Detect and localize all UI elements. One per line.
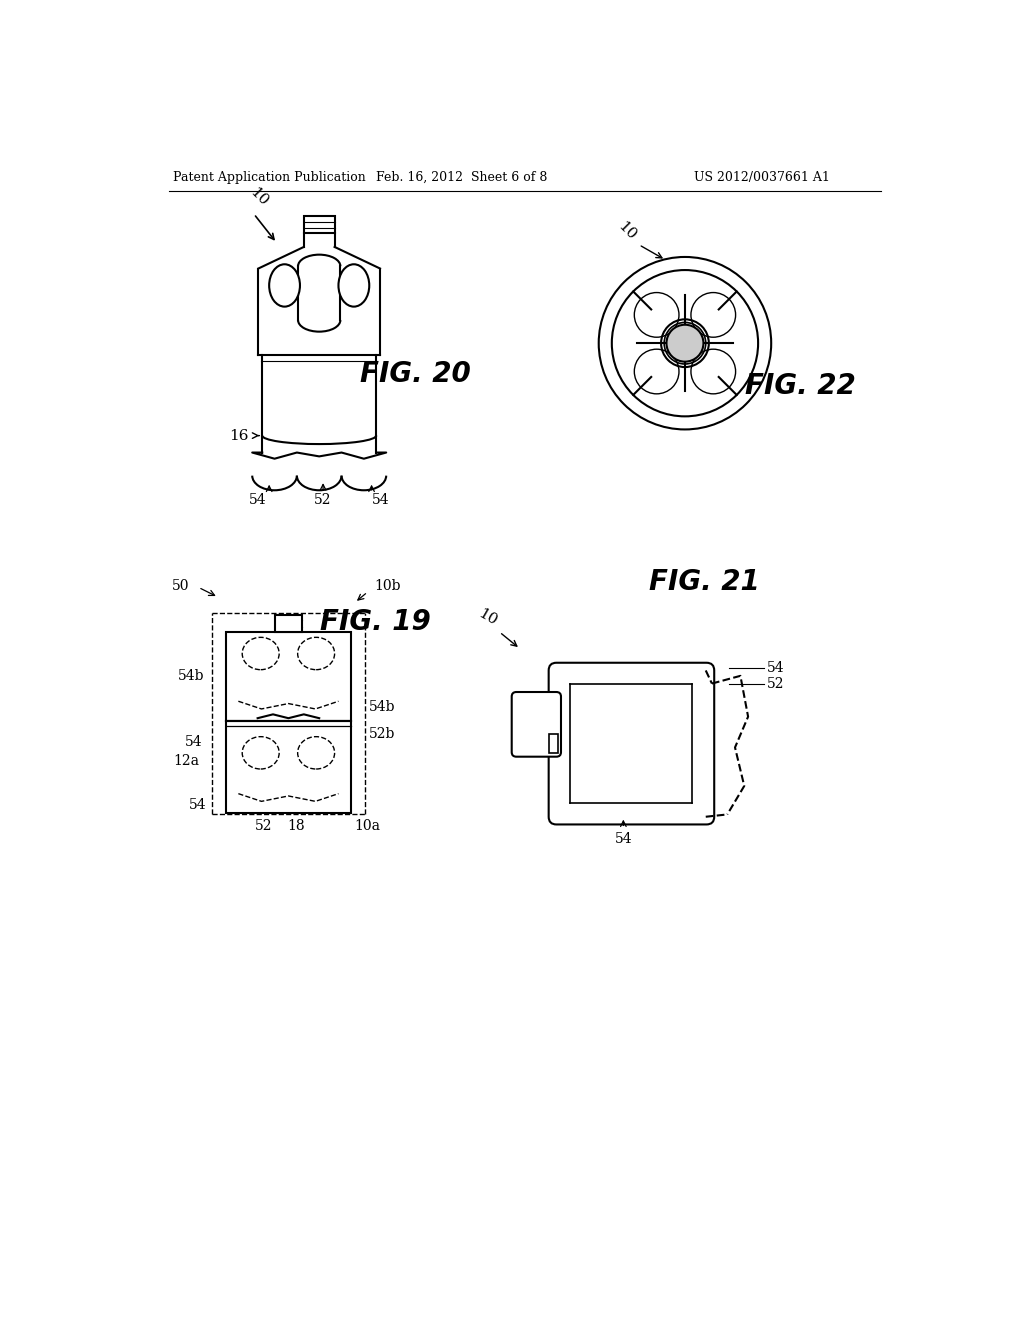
Text: FIG. 22: FIG. 22 bbox=[745, 371, 856, 400]
FancyBboxPatch shape bbox=[226, 632, 351, 721]
Text: 54: 54 bbox=[189, 799, 207, 812]
Text: 10: 10 bbox=[475, 606, 499, 628]
Text: 52b: 52b bbox=[369, 727, 395, 742]
Text: 50: 50 bbox=[172, 578, 189, 593]
Text: 16: 16 bbox=[229, 429, 249, 442]
Text: Feb. 16, 2012  Sheet 6 of 8: Feb. 16, 2012 Sheet 6 of 8 bbox=[376, 172, 548, 185]
Text: FIG. 21: FIG. 21 bbox=[649, 568, 760, 595]
Text: 54: 54 bbox=[249, 494, 266, 507]
Text: 10: 10 bbox=[248, 185, 271, 209]
Text: 10b: 10b bbox=[374, 578, 400, 593]
FancyBboxPatch shape bbox=[549, 663, 714, 825]
Ellipse shape bbox=[269, 264, 300, 306]
FancyBboxPatch shape bbox=[226, 721, 351, 813]
Text: FIG. 20: FIG. 20 bbox=[360, 360, 471, 388]
Text: FIG. 19: FIG. 19 bbox=[321, 609, 431, 636]
Ellipse shape bbox=[339, 264, 370, 306]
Text: 10a: 10a bbox=[354, 818, 381, 833]
Text: US 2012/0037661 A1: US 2012/0037661 A1 bbox=[694, 172, 829, 185]
Text: Patent Application Publication: Patent Application Publication bbox=[173, 172, 366, 185]
Ellipse shape bbox=[667, 325, 703, 362]
FancyBboxPatch shape bbox=[549, 734, 558, 752]
Text: 54: 54 bbox=[614, 832, 632, 846]
Text: 54: 54 bbox=[185, 735, 203, 748]
FancyBboxPatch shape bbox=[304, 216, 335, 234]
Text: 54b: 54b bbox=[369, 700, 395, 714]
Text: 54b: 54b bbox=[178, 669, 205, 682]
Text: 18: 18 bbox=[288, 818, 305, 833]
Text: 52: 52 bbox=[314, 494, 332, 507]
Text: 54: 54 bbox=[767, 661, 785, 675]
FancyBboxPatch shape bbox=[274, 615, 302, 632]
Text: 12a: 12a bbox=[173, 754, 199, 767]
Text: 54: 54 bbox=[372, 494, 389, 507]
Text: 52: 52 bbox=[767, 677, 784, 690]
Text: 10: 10 bbox=[615, 219, 639, 243]
FancyBboxPatch shape bbox=[512, 692, 561, 756]
Text: 52: 52 bbox=[255, 818, 272, 833]
